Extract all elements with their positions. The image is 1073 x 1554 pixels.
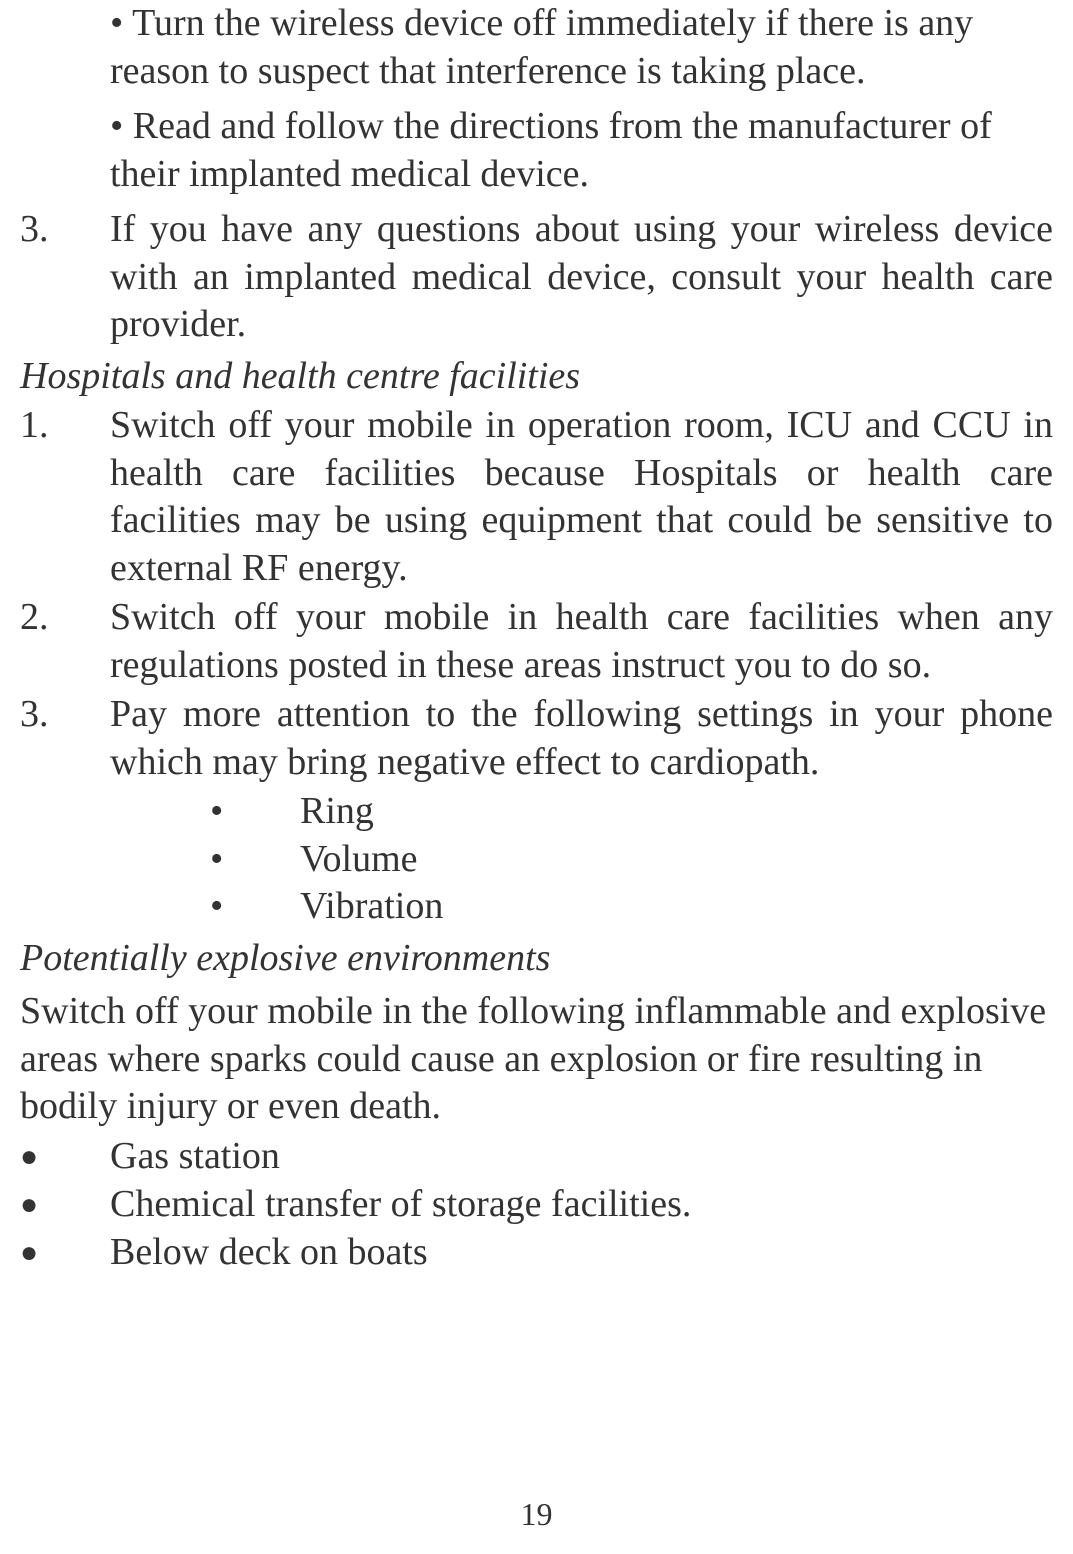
bullet-text: Below deck on boats — [110, 1229, 428, 1277]
list-text: Pay more attention to the following sett… — [110, 691, 1053, 786]
heading-explosive: Potentially explosive environments — [20, 935, 1053, 983]
list-text: Switch off your mobile in health care fa… — [110, 594, 1053, 689]
bullet-text: Volume — [300, 836, 418, 884]
bullet-text: Gas station — [110, 1133, 280, 1181]
explosive-paragraph: Switch off your mobile in the following … — [20, 988, 1053, 1131]
intro-numbered-item: 3. If you have any questions about using… — [20, 206, 1053, 349]
intro-bullet-1: • Turn the wireless device off immediate… — [110, 0, 1053, 95]
bullet-dot-icon: • — [210, 836, 300, 884]
hospital-item-3: 3. Pay more attention to the following s… — [20, 691, 1053, 786]
page-number: 19 — [0, 1494, 1073, 1534]
hospital-item-2: 2. Switch off your mobile in health care… — [20, 594, 1053, 689]
list-number: 1. — [20, 402, 110, 592]
list-number: 3. — [20, 691, 110, 786]
document-page: • Turn the wireless device off immediate… — [0, 0, 1073, 1554]
explosive-bullet-chemical: ● Chemical transfer of storage facilitie… — [20, 1181, 1053, 1229]
bullet-dot-icon: ● — [20, 1229, 110, 1277]
list-number: 2. — [20, 594, 110, 689]
explosive-bullet-boats: ● Below deck on boats — [20, 1229, 1053, 1277]
bullet-dot-icon: ● — [20, 1181, 110, 1229]
bullet-dot-icon: • — [210, 788, 300, 836]
list-text: If you have any questions about using yo… — [110, 206, 1053, 349]
intro-bullet-2: • Read and follow the directions from th… — [110, 103, 1053, 198]
bullet-dot-icon: • — [210, 883, 300, 931]
settings-bullets: • Ring • Volume • Vibration — [210, 788, 1053, 931]
heading-hospitals: Hospitals and health centre facilities — [20, 353, 1053, 401]
bullet-dot-icon: ● — [20, 1133, 110, 1181]
bullet-text: Vibration — [300, 883, 443, 931]
settings-bullet-vibration: • Vibration — [210, 883, 1053, 931]
hospital-item-1: 1. Switch off your mobile in operation r… — [20, 402, 1053, 592]
bullet-text: Chemical transfer of storage facilities. — [110, 1181, 691, 1229]
bullet-text: Ring — [300, 788, 374, 836]
settings-bullet-ring: • Ring — [210, 788, 1053, 836]
list-text: Switch off your mobile in operation room… — [110, 402, 1053, 592]
explosive-bullet-gas: ● Gas station — [20, 1133, 1053, 1181]
settings-bullet-volume: • Volume — [210, 836, 1053, 884]
explosive-bullets: ● Gas station ● Chemical transfer of sto… — [20, 1133, 1053, 1277]
list-number: 3. — [20, 206, 110, 349]
